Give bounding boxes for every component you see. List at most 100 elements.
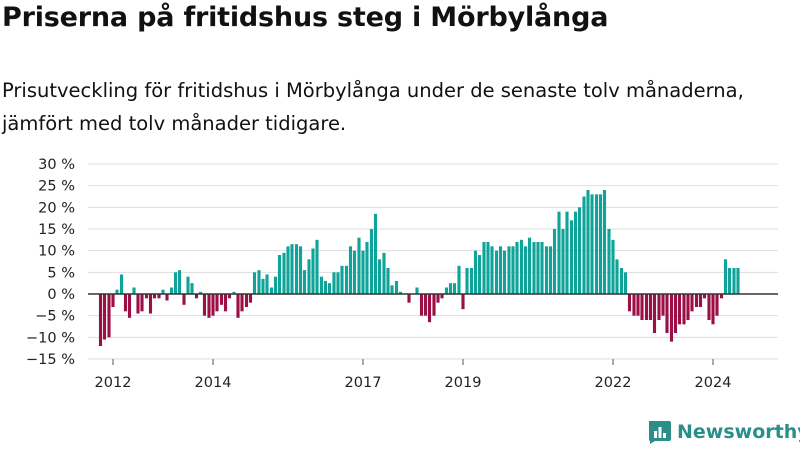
bar <box>398 291 403 294</box>
y-tick-label: 20 % <box>38 200 75 216</box>
bar <box>611 239 615 294</box>
bar <box>332 272 336 294</box>
bar <box>536 242 540 294</box>
bar <box>302 270 307 294</box>
bar <box>136 294 140 314</box>
bar <box>465 268 469 294</box>
bar <box>352 250 357 294</box>
bar <box>565 211 569 294</box>
bar <box>648 294 653 320</box>
bar <box>652 294 657 333</box>
bar <box>723 259 728 294</box>
chart-subtitle: Prisutveckling för fritidshus i Mörbylån… <box>2 79 744 135</box>
bar <box>298 246 303 294</box>
bar <box>152 294 157 299</box>
bar <box>336 272 340 294</box>
bar <box>711 294 715 325</box>
bar <box>636 294 640 316</box>
bar <box>207 294 211 318</box>
y-tick-label: 25 % <box>38 179 75 195</box>
bar <box>527 237 532 294</box>
bar <box>369 229 374 294</box>
bar <box>240 294 244 312</box>
bar <box>386 268 390 294</box>
bar <box>661 294 665 316</box>
bar <box>390 285 394 294</box>
bar <box>261 278 265 294</box>
bar <box>440 294 444 299</box>
brand-name: Newsworthy <box>677 421 800 443</box>
bar <box>444 287 449 294</box>
bar <box>677 294 682 325</box>
bar <box>419 294 424 316</box>
bar <box>373 213 378 294</box>
gridlines <box>88 163 778 360</box>
bar <box>132 287 136 294</box>
bar <box>582 196 586 294</box>
bar <box>682 294 686 325</box>
bar <box>727 268 732 294</box>
bar <box>340 265 344 294</box>
bar <box>452 283 457 294</box>
y-tick-label: 5 % <box>47 265 75 281</box>
bar <box>248 294 253 303</box>
bar <box>482 242 486 294</box>
bar <box>694 294 699 307</box>
bar <box>190 283 194 294</box>
bar <box>461 294 465 310</box>
bar <box>382 252 386 294</box>
newsworthy-logo-icon <box>649 421 671 444</box>
bar <box>286 246 290 294</box>
bar <box>102 294 107 340</box>
bar <box>502 250 507 294</box>
y-tick-label: −10 % <box>26 330 75 346</box>
bar <box>665 294 669 333</box>
bar <box>523 246 528 294</box>
bar <box>457 265 461 294</box>
bar-chart: 30 % 25 % 20 % 15 % 10 % 5 % 0 % −5 % −10 % −15 %… <box>26 150 778 391</box>
bar <box>477 255 482 294</box>
bar <box>690 294 694 312</box>
bar <box>615 259 619 294</box>
bar <box>140 294 144 312</box>
bar <box>186 276 190 294</box>
bar <box>540 242 544 294</box>
bar <box>686 294 690 320</box>
bar <box>294 244 299 294</box>
bar <box>552 229 557 294</box>
bar <box>561 229 565 294</box>
bar <box>448 283 453 294</box>
bars <box>98 190 740 346</box>
bar <box>719 294 724 299</box>
bar <box>311 248 315 294</box>
bar <box>698 294 703 307</box>
bar <box>315 239 319 294</box>
bar <box>361 250 365 294</box>
bar <box>198 291 203 294</box>
bar <box>394 281 399 294</box>
bar <box>219 294 224 305</box>
bar <box>498 246 503 294</box>
bar <box>515 242 519 294</box>
bar <box>323 281 328 294</box>
bar <box>232 291 236 294</box>
bar <box>669 294 674 342</box>
bar <box>277 255 282 294</box>
y-axis-ticks: 30 % 25 % 20 % 15 % 10 % 5 % 0 % −5 % −10 % −15 % <box>26 157 75 368</box>
bar <box>244 294 249 307</box>
bar <box>511 246 515 294</box>
bar <box>573 211 578 294</box>
bar <box>486 242 490 294</box>
bar <box>619 268 624 294</box>
bar <box>519 239 524 294</box>
x-tick-label: 2022 <box>595 375 632 391</box>
bar <box>319 276 324 294</box>
bar <box>586 190 590 294</box>
bar <box>657 294 661 320</box>
bar <box>427 294 432 323</box>
bar <box>127 294 132 318</box>
bar <box>598 194 603 294</box>
bar <box>165 294 169 301</box>
bar <box>223 294 228 312</box>
y-tick-label: 15 % <box>38 222 75 238</box>
